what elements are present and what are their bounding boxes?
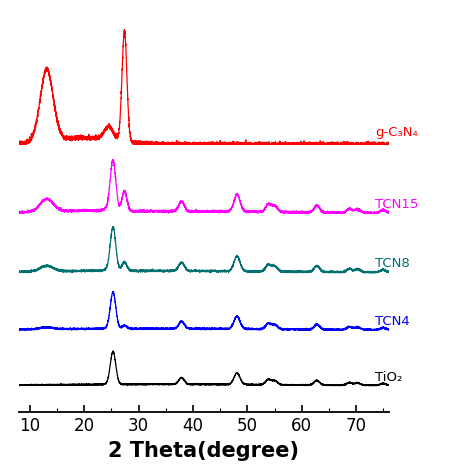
Text: TCN15: TCN15 [375, 198, 419, 210]
X-axis label: 2 Theta(degree): 2 Theta(degree) [109, 441, 299, 461]
Text: TiO₂: TiO₂ [375, 371, 402, 384]
Text: g-C₃N₄: g-C₃N₄ [375, 126, 418, 139]
Text: TCN8: TCN8 [375, 257, 410, 270]
Text: TCN4: TCN4 [375, 315, 410, 328]
